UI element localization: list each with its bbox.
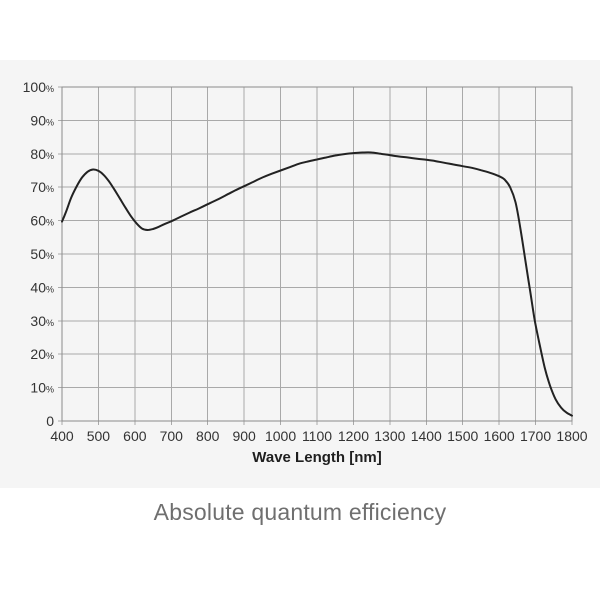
svg-text:400: 400 [50,428,74,444]
x-axis-title: Wave Length [nm] [252,449,381,466]
svg-text:20%: 20% [30,346,54,362]
svg-text:1300: 1300 [374,428,405,444]
svg-text:1500: 1500 [447,428,478,444]
svg-text:1400: 1400 [411,428,442,444]
svg-text:1000: 1000 [265,428,296,444]
svg-text:1800: 1800 [556,428,587,444]
svg-text:800: 800 [196,428,220,444]
chart-caption: Absolute quantum efficiency [153,499,447,525]
svg-text:60%: 60% [30,213,54,229]
qe-curve [61,151,573,417]
x-axis-labels: 400 500 600 700 800 900 1000 1100 1200 1300 1400 15… [50,428,587,444]
svg-text:30%: 30% [30,313,54,329]
svg-text:1600: 1600 [484,428,515,444]
svg-text:1700: 1700 [520,428,551,444]
svg-text:80%: 80% [30,146,54,162]
svg-text:0: 0 [46,413,54,429]
plot-border [61,86,573,422]
svg-text:90%: 90% [30,112,54,128]
axis-ticks [58,86,573,425]
svg-text:900: 900 [232,428,256,444]
svg-text:700: 700 [160,428,184,444]
svg-text:70%: 70% [30,179,54,195]
svg-text:500: 500 [87,428,111,444]
grid-lines [61,86,573,422]
svg-text:10%: 10% [30,380,54,396]
svg-text:1100: 1100 [302,428,332,444]
svg-text:40%: 40% [30,279,54,295]
y-axis-labels: 100% 90% 80% 70% 60% 50% 40% 30% 20% 10% 0 [23,79,55,429]
svg-text:50%: 50% [30,246,54,262]
svg-text:600: 600 [123,428,147,444]
svg-text:1200: 1200 [338,428,369,444]
chart-panel: 100% 90% 80% 70% 60% 50% 40% 30% 20% 10% 0 400 500 60… [0,60,600,488]
svg-text:100%: 100% [23,79,54,95]
